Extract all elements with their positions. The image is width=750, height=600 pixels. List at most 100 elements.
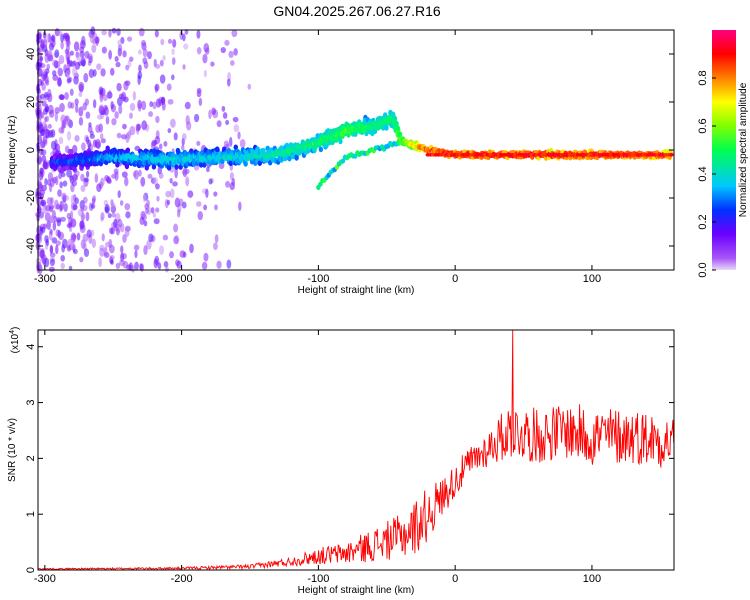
spectrogram-noise-cell (40, 149, 47, 156)
spectrogram-noise-cell (72, 204, 78, 211)
spectrogram-noise-cell (91, 44, 97, 53)
spectrogram-noise-cell (104, 203, 110, 214)
spectrogram-noise-cell (117, 190, 121, 199)
spectrogram-noise-cell (40, 249, 45, 258)
spectrogram-noise-cell (114, 171, 119, 181)
spectrogram-noise-cell (110, 100, 114, 110)
spectrogram-noise-cell (49, 228, 53, 235)
spectrogram-noise-cell (167, 99, 174, 105)
x-tick-label: 0 (452, 573, 458, 585)
spectrogram-noise-cell (211, 107, 216, 115)
colorbar-tick-label: 0.2 (697, 214, 709, 229)
spectrogram-noise-cell (86, 229, 92, 238)
spectrogram-noise-cell (148, 111, 154, 117)
spectrogram-noise-cell (142, 193, 147, 203)
y-tick-label: 2 (25, 455, 37, 461)
spectrogram-noise-cell (247, 83, 252, 90)
spectrogram-noise-cell (72, 60, 77, 66)
spectrogram-noise-cell (198, 97, 203, 107)
spectrogram-noise-cell (54, 107, 60, 114)
spectrogram-noise-cell (110, 67, 115, 76)
spectrogram-noise-cell (114, 56, 119, 62)
spectrogram-noise-cell (155, 63, 161, 69)
spectrogram-noise-cell (66, 69, 71, 80)
spectrogram-noise-cell (55, 175, 59, 186)
spectrogram-noise-cell (203, 69, 207, 78)
x-tick-label: -200 (171, 273, 193, 285)
spectrogram-noise-cell (45, 79, 50, 86)
spectrogram-x-label: Height of straight line (km) (298, 285, 415, 296)
spectrogram-noise-cell (133, 169, 139, 180)
spectrogram-noise-cell (52, 59, 58, 68)
spectrogram-noise-cell (70, 194, 75, 205)
spectrogram-noise-cell (214, 234, 219, 244)
spectrogram-noise-cell (185, 176, 190, 187)
spectrogram-noise-cell (231, 29, 238, 38)
spectrogram-noise-cell (228, 50, 234, 59)
spectrogram-noise-cell (43, 38, 48, 49)
spectrogram-noise-cell (203, 252, 209, 262)
spectrogram-noise-cell (48, 42, 55, 51)
spectrogram-noise-cell (66, 118, 72, 127)
spectrogram-noise-cell (49, 177, 55, 188)
spectrogram-noise-cell (137, 103, 142, 112)
spectrogram-noise-cell (58, 54, 65, 65)
spectrogram-noise-cell (196, 140, 201, 147)
spectrogram-noise-cell (100, 177, 105, 187)
spectrogram-noise-cell (225, 119, 230, 126)
spectrogram-noise-cell (224, 39, 230, 46)
spectrogram-noise-cell (38, 123, 44, 134)
x-tick-label: -300 (34, 273, 56, 285)
spectrogram-noise-cell (43, 223, 48, 230)
x-tick-label: -200 (171, 573, 193, 585)
x-tick-label: 100 (583, 273, 601, 285)
spectrogram-noise-cell (138, 64, 142, 73)
spectrogram-track-layer (49, 109, 674, 190)
spectrogram-noise-cell (52, 220, 57, 231)
spectrogram-track-cell (294, 155, 299, 161)
snr-y-label: SNR (10 * v/v) (7, 418, 18, 482)
spectrogram-noise-cell (63, 64, 68, 73)
spectrogram-noise-cell (57, 189, 62, 197)
snr-y-axis: 0 1 2 3 4 (25, 344, 674, 573)
snr-series-line (37, 329, 675, 571)
spectrogram-noise-cell (124, 227, 130, 238)
spectrogram-noise-cell (155, 115, 160, 124)
spectrogram-noise-cell (167, 38, 173, 44)
spectrogram-noise-cell (174, 168, 178, 179)
spectrogram-track-cell (69, 148, 74, 155)
spectrogram-track-core (668, 153, 674, 157)
spectrogram-noise-cell (202, 53, 208, 64)
spectrogram-noise-cell (46, 220, 51, 230)
spectrogram-noise-cell (155, 98, 162, 108)
spectrogram-noise-cell (222, 112, 228, 119)
spectrogram-noise-cell (142, 48, 148, 58)
spectrogram-noise-cell (37, 157, 42, 164)
spectrogram-track-cell (233, 144, 238, 151)
spectrogram-noise-cell (100, 212, 105, 221)
snr-scale-label: (x104) (9, 327, 21, 354)
spectrogram-noise-cell (146, 199, 150, 208)
snr-x-label: Height of straight line (km) (298, 585, 415, 596)
spectrogram-noise-cell (94, 36, 100, 44)
spectrogram-noise-cell (162, 234, 169, 241)
spectrogram-noise-cell (237, 131, 241, 140)
spectrogram-noise-cell (36, 47, 41, 54)
spectrogram-noise-cell (68, 226, 73, 233)
spectrogram-noise-cell (126, 36, 133, 42)
spectrogram-noise-cell (134, 261, 139, 271)
spectrogram-noise-cell (159, 74, 166, 84)
spectrogram-noise-cell (165, 190, 172, 198)
spectrogram-track-cell (174, 164, 179, 170)
spectrogram-noise-cell (92, 195, 97, 202)
spectrogram-noise-cell (117, 44, 123, 52)
spectrogram-noise-cell (111, 118, 117, 126)
spectrogram-noise-cell (170, 118, 176, 128)
spectrogram-noise-cell (41, 69, 46, 75)
spectrogram-noise-cell (53, 199, 59, 210)
spectrogram-noise-cell (96, 114, 103, 120)
spectrogram-noise-cell (59, 200, 64, 211)
x-tick-label: -100 (307, 573, 329, 585)
spectrogram-noise-cell (178, 198, 184, 206)
snr-frame (37, 329, 675, 571)
